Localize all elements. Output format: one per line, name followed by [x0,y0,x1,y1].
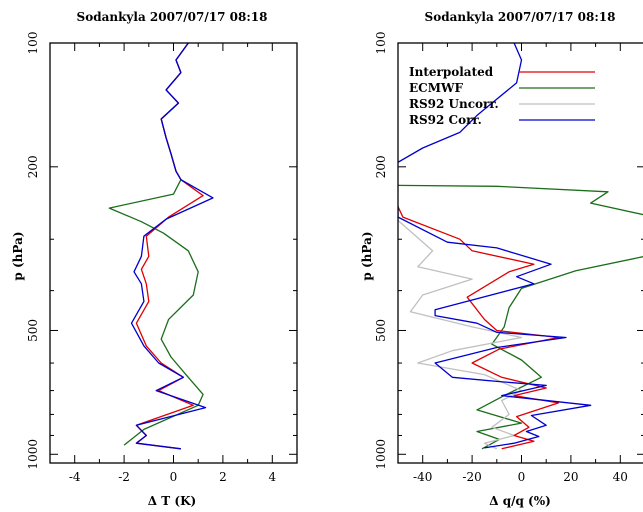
y-tick-label: 200 [26,155,40,178]
temperature-panel: Sodankyla 2007/07/17 08:18 Δ T (K) p (hP… [11,10,298,508]
x-tick-label: 40 [613,470,628,484]
series-line-0 [108,43,204,446]
series-line-3 [398,43,592,449]
legend-label-interpolated: Interpolated [409,65,494,79]
humidity-panel: Sodankyla 2007/07/17 08:18 Δ q/q (%) p (… [360,10,643,508]
x-tick-label: 0 [170,470,178,484]
plot-frame [397,42,643,464]
x-axis-label: Δ q/q (%) [489,494,551,508]
legend: Interpolated ECMWF RS92 Uncorr. RS92 Cor… [409,65,595,127]
y-tick-label: 200 [374,155,388,178]
x-tick-label: -20 [462,470,481,484]
legend-label-rs92-corr: RS92 Corr. [409,113,482,127]
chart-title: Sodankyla 2007/07/17 08:18 [77,10,268,24]
plot-frame [49,42,298,464]
x-tick-label: -4 [69,470,81,484]
y-tick-label: 1000 [374,439,388,470]
series-line-2 [130,43,214,450]
series-group [108,43,214,450]
x-tick-label: 20 [563,470,578,484]
tick-group: -4 -2 0 2 4 100 200 500 1000 [26,32,298,484]
series-line-1 [135,43,204,450]
y-axis-label: p (hPa) [360,231,374,280]
series-group [398,43,643,450]
x-tick-label: 0 [518,470,526,484]
series-line-2 [398,148,560,450]
y-tick-label: 500 [374,319,388,342]
x-axis-label: Δ T (K) [148,494,196,508]
legend-label-ecmwf: ECMWF [409,81,463,95]
y-tick-label: 500 [26,319,40,342]
legend-label-rs92-uncorr: RS92 Uncorr. [409,97,499,111]
series-line-0 [398,184,643,450]
x-tick-label: -40 [413,470,432,484]
x-tick-label: -2 [118,470,130,484]
y-tick-label: 100 [26,32,40,55]
y-tick-label: 1000 [26,439,40,470]
chart-title: Sodankyla 2007/07/17 08:18 [425,10,616,24]
x-tick-label: 4 [268,470,276,484]
y-tick-label: 100 [374,32,388,55]
x-tick-label: 2 [219,470,227,484]
series-line-1 [398,219,523,450]
tick-group: -40 -20 0 20 40 100 200 500 1000 [374,32,643,484]
y-axis-label: p (hPa) [11,231,25,280]
